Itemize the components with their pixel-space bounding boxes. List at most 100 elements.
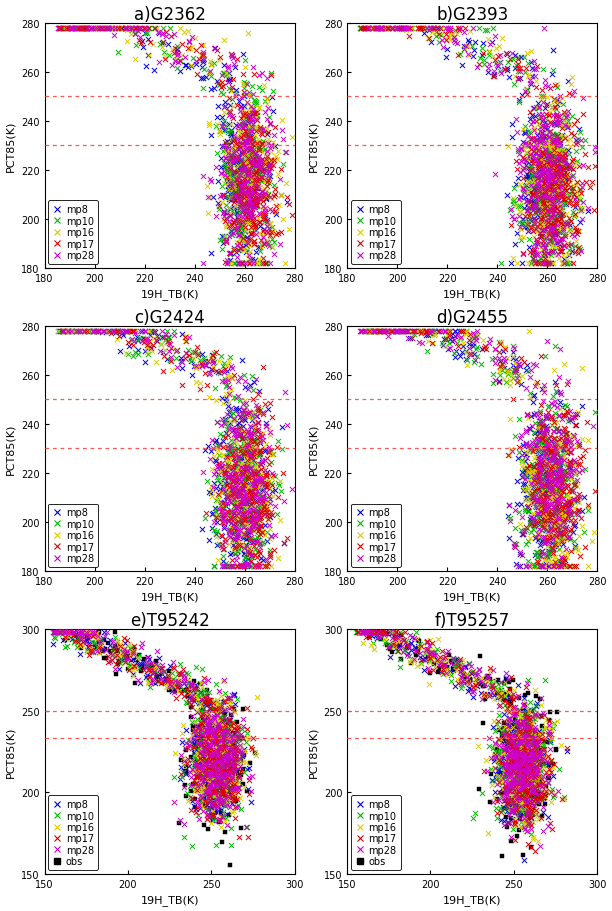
Point bbox=[521, 722, 531, 736]
Point bbox=[220, 757, 230, 772]
Point bbox=[504, 531, 514, 546]
Point bbox=[544, 190, 554, 205]
Point bbox=[242, 486, 252, 500]
Point bbox=[545, 148, 554, 162]
Point bbox=[212, 44, 222, 58]
Point bbox=[228, 543, 238, 558]
Point bbox=[129, 659, 138, 673]
Point bbox=[211, 677, 221, 691]
Point bbox=[218, 160, 228, 175]
Point bbox=[190, 745, 200, 760]
Point bbox=[518, 736, 528, 751]
Point bbox=[179, 780, 188, 794]
Point bbox=[165, 678, 175, 692]
Point bbox=[211, 768, 220, 783]
Point bbox=[216, 762, 226, 776]
Point bbox=[494, 335, 504, 350]
Point bbox=[254, 102, 264, 117]
Point bbox=[555, 210, 565, 224]
Point bbox=[523, 738, 533, 752]
Point bbox=[91, 324, 100, 339]
Point bbox=[132, 651, 142, 666]
Point bbox=[417, 324, 427, 339]
Point bbox=[507, 670, 517, 684]
Point bbox=[528, 802, 537, 816]
Point bbox=[514, 742, 524, 757]
Point bbox=[226, 517, 236, 531]
Point bbox=[222, 765, 231, 780]
Point bbox=[523, 789, 532, 804]
Point bbox=[223, 445, 233, 459]
Point bbox=[79, 21, 89, 36]
Point bbox=[252, 456, 262, 471]
Point bbox=[249, 121, 259, 136]
Point bbox=[187, 689, 197, 703]
Point bbox=[231, 186, 241, 200]
Point bbox=[214, 785, 223, 800]
Point bbox=[468, 664, 478, 679]
Point bbox=[531, 732, 541, 747]
Point bbox=[207, 717, 217, 732]
Point bbox=[190, 792, 200, 806]
Point bbox=[261, 500, 271, 515]
Point bbox=[510, 754, 520, 769]
Point bbox=[523, 721, 532, 735]
Point bbox=[232, 155, 242, 169]
Point bbox=[214, 785, 223, 800]
Point bbox=[253, 491, 263, 506]
Point bbox=[237, 210, 247, 224]
Point bbox=[229, 506, 239, 520]
Point bbox=[216, 496, 226, 510]
Point bbox=[257, 239, 267, 253]
Point bbox=[248, 486, 258, 501]
Point bbox=[386, 625, 396, 640]
Point bbox=[91, 324, 101, 339]
Point bbox=[509, 775, 518, 790]
Point bbox=[522, 764, 532, 779]
Point bbox=[97, 21, 106, 36]
Point bbox=[556, 437, 566, 452]
Point bbox=[212, 415, 222, 430]
Point bbox=[527, 466, 537, 480]
Point bbox=[516, 773, 526, 788]
Point bbox=[132, 39, 141, 54]
Point bbox=[512, 497, 522, 512]
Point bbox=[275, 514, 285, 528]
Point bbox=[390, 324, 400, 339]
Point bbox=[263, 501, 273, 516]
Point bbox=[239, 478, 249, 493]
Point bbox=[554, 154, 564, 169]
Point bbox=[201, 798, 211, 813]
Point bbox=[540, 515, 550, 529]
Point bbox=[228, 752, 238, 767]
Point bbox=[173, 56, 183, 70]
Point bbox=[212, 695, 222, 710]
Point bbox=[556, 185, 565, 200]
Point bbox=[214, 202, 224, 217]
Point bbox=[490, 749, 499, 763]
Point bbox=[209, 755, 219, 770]
Point bbox=[518, 527, 528, 542]
Point bbox=[559, 558, 569, 573]
Point bbox=[245, 138, 255, 153]
Point bbox=[510, 730, 520, 744]
Point bbox=[426, 324, 436, 339]
Point bbox=[243, 208, 253, 222]
Point bbox=[538, 751, 548, 765]
Point bbox=[244, 192, 253, 207]
Point bbox=[523, 125, 532, 139]
Point bbox=[502, 764, 512, 779]
Point bbox=[525, 722, 535, 736]
Point bbox=[553, 187, 562, 201]
Point bbox=[209, 756, 219, 771]
Point bbox=[260, 187, 270, 201]
Point bbox=[204, 766, 214, 781]
Point bbox=[516, 428, 526, 443]
Point bbox=[240, 135, 250, 149]
Point bbox=[204, 783, 214, 798]
Point bbox=[539, 21, 549, 36]
Point bbox=[213, 365, 223, 380]
Point bbox=[252, 162, 261, 177]
Point bbox=[157, 331, 166, 345]
Point bbox=[185, 733, 195, 748]
